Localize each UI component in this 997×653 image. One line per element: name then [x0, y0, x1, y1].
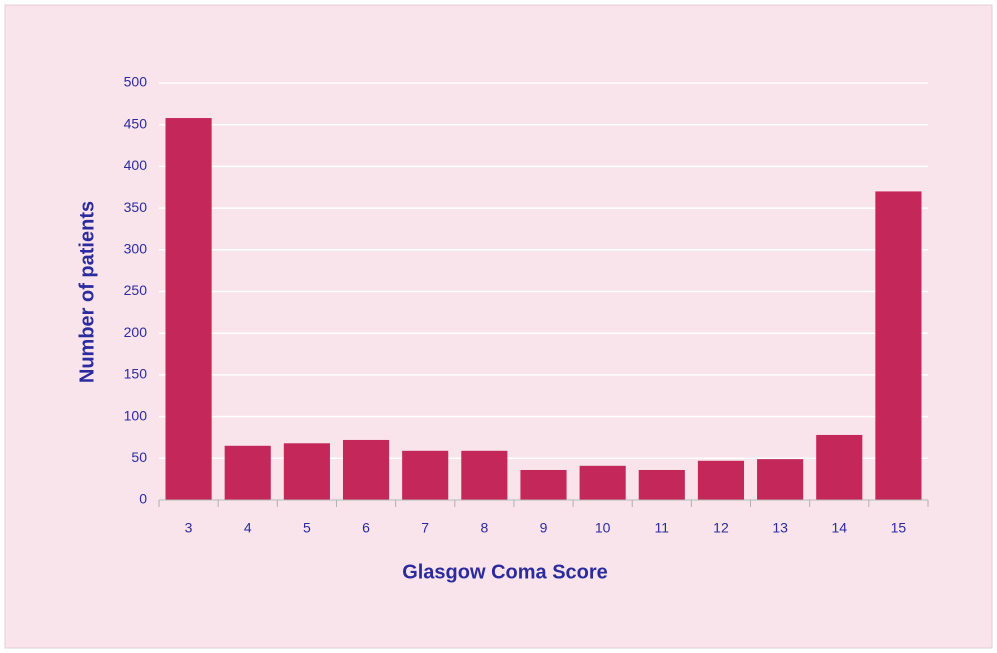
bar — [875, 191, 922, 501]
bar — [224, 445, 271, 500]
x-tick-label: 4 — [244, 520, 252, 536]
bar — [697, 460, 745, 500]
x-tick-label: 3 — [185, 520, 193, 536]
x-tick-label: 7 — [421, 520, 429, 536]
bar — [342, 439, 390, 500]
x-tick-label: 5 — [303, 520, 311, 536]
y-tick-label: 100 — [124, 407, 148, 423]
y-tick-label: 50 — [131, 449, 147, 465]
bar — [816, 434, 863, 500]
x-tick-label: 15 — [891, 520, 907, 536]
x-tick-label: 13 — [772, 520, 788, 536]
x-tick-label: 6 — [362, 520, 370, 536]
x-tick-label: 14 — [831, 520, 847, 536]
bar — [165, 118, 212, 500]
x-tick-label: 8 — [480, 520, 488, 536]
y-tick-label: 350 — [124, 199, 148, 215]
y-tick-label: 0 — [139, 491, 147, 507]
y-tick-label: 400 — [124, 157, 148, 173]
x-tick-label: 12 — [713, 520, 729, 536]
y-tick-label: 300 — [124, 241, 148, 257]
bar — [638, 469, 685, 500]
bar — [520, 469, 567, 500]
bar — [461, 450, 508, 500]
y-tick-label: 200 — [124, 324, 148, 340]
chart-background — [4, 4, 993, 649]
x-axis-title: Glasgow Coma Score — [402, 561, 608, 583]
x-tick-label: 11 — [655, 520, 670, 536]
bar — [283, 443, 330, 500]
y-tick-label: 150 — [124, 366, 148, 382]
bar — [402, 450, 449, 500]
y-tick-label: 450 — [124, 115, 148, 131]
x-tick-label: 10 — [595, 520, 611, 536]
x-tick-label: 9 — [540, 520, 548, 536]
bar — [757, 459, 804, 500]
y-tick-label: 500 — [124, 74, 148, 90]
bar — [579, 465, 626, 500]
y-tick-label: 250 — [124, 282, 148, 298]
y-axis-title: Number of patients — [76, 201, 98, 383]
